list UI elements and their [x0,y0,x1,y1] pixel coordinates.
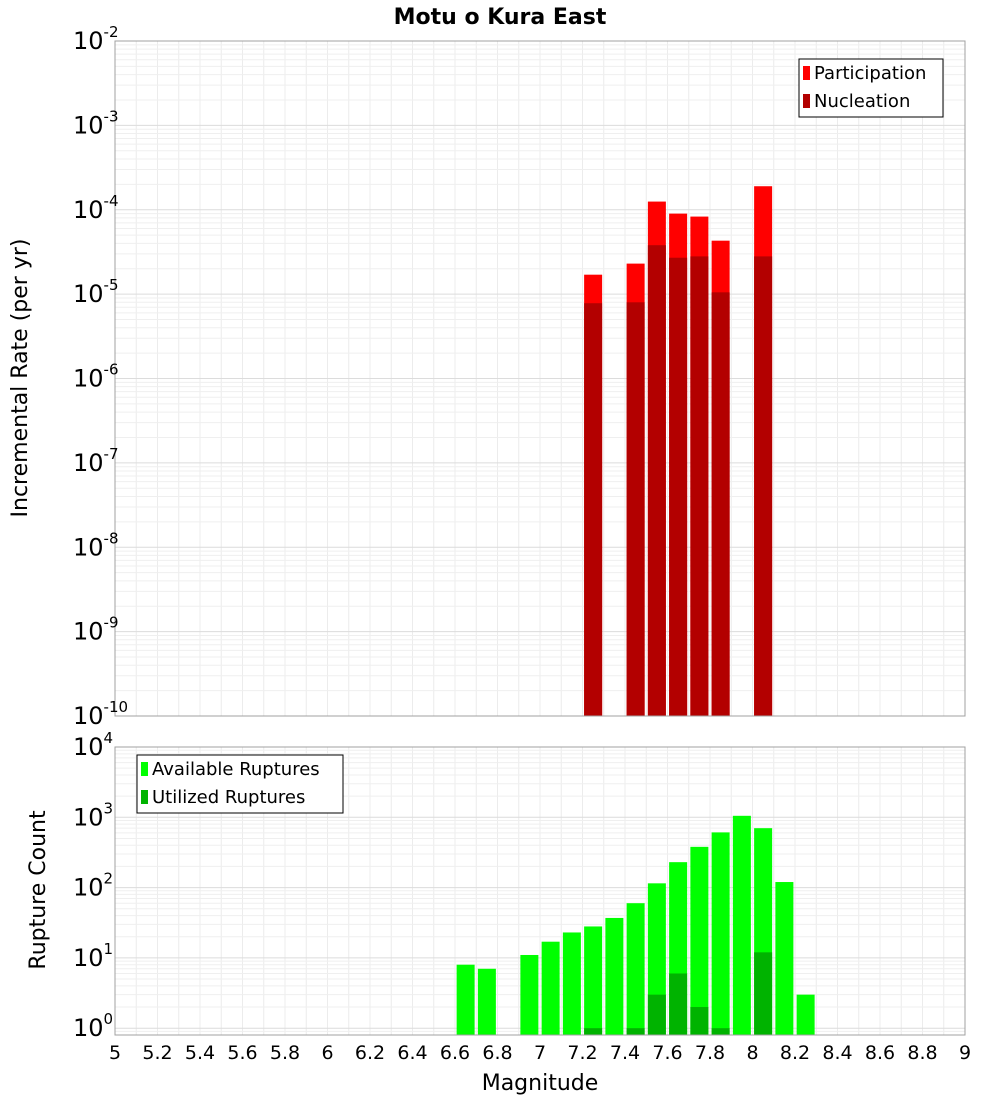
x-tick-label: 8.6 [865,1042,895,1064]
bar-utilized-ruptures [690,1007,709,1035]
count-y-tick-label: 101 [73,940,113,972]
x-tick-label: 7.6 [652,1042,682,1064]
x-tick-label: 5.4 [185,1042,215,1064]
rate-y-tick-label: 10-3 [73,107,119,139]
rate-y-tick-label: 10-5 [73,276,119,308]
chart-title: Motu o Kura East [394,5,607,30]
legend-box [136,754,344,814]
bar-nucleation [690,256,709,716]
rate-y-tick-label: 10-10 [73,698,128,730]
legend-swatch [141,790,148,804]
x-tick-label: 8.2 [780,1042,810,1064]
x-tick-label: 7.4 [610,1042,640,1064]
x-tick-label: 8.8 [907,1042,937,1064]
x-tick-label: 7 [534,1042,546,1064]
bar-nucleation [711,292,730,716]
x-tick-label: 6 [321,1042,333,1064]
x-tick-label: 6.2 [355,1042,385,1064]
rate-plot-frame [114,40,966,717]
bar-available-ruptures [456,964,475,1035]
bar-utilized-ruptures [626,1028,645,1035]
x-tick-label: 7.2 [567,1042,597,1064]
x-tick-label: 7.8 [695,1042,725,1064]
rate-panel: 10-2 10-3 10-4 10-5 10-6 10-7 10-8 10-9 10-10 Par… [73,23,966,730]
bar-available-ruptures [732,815,751,1035]
rate-y-tick-label: 10-2 [73,23,119,55]
legend-swatch [803,66,810,80]
bar-available-ruptures [520,954,539,1035]
legend-label: Participation [814,63,926,84]
bar-available-ruptures [626,903,645,1035]
x-tick-label: 5.6 [227,1042,257,1064]
count-grid [114,746,966,1036]
count-y-tick-label: 104 [73,729,113,761]
rate-legend: Participation Nucleation [798,58,944,118]
x-tick-label: 9 [959,1042,971,1064]
bar-utilized-ruptures [647,994,666,1035]
count-series-1 [584,952,773,1035]
bar-available-ruptures [562,932,581,1035]
legend-swatch [803,94,810,108]
bar-available-ruptures [541,941,560,1035]
bar-nucleation [647,245,666,717]
rate-grid [114,40,966,717]
rate-y-tick-label: 10-6 [73,361,119,393]
bar-available-ruptures [584,926,603,1035]
x-tick-label: 6.6 [440,1042,470,1064]
bar-utilized-ruptures [669,973,688,1035]
rate-y-tick-label: 10-7 [73,445,119,477]
x-tick-label: 5 [109,1042,121,1064]
x-tick-label: 6.8 [482,1042,512,1064]
bar-available-ruptures [796,994,815,1035]
count-plot-frame [114,746,966,1036]
rate-y-tick-label: 10-4 [73,192,119,224]
rate-y-axis-label: Incremental Rate (per yr) [8,239,33,518]
x-tick-label: 8 [746,1042,758,1064]
bar-nucleation [626,302,645,716]
bar-available-ruptures [775,882,794,1035]
bar-nucleation [584,303,603,716]
bar-available-ruptures [477,968,496,1035]
rate-y-tick-label: 10-9 [73,614,119,646]
x-tick-label: 6.4 [397,1042,427,1064]
count-y-axis-label: Rupture Count [26,810,51,970]
count-y-tick-label: 100 [73,1010,113,1042]
rate-y-tick-label: 10-8 [73,529,119,561]
bar-available-ruptures [605,917,624,1035]
bar-nucleation [669,257,688,716]
rate-series-1 [584,245,773,717]
legend-label: Available Ruptures [152,759,320,780]
count-series-0 [456,815,815,1035]
count-y-tick-label: 102 [73,870,113,902]
legend-swatch [141,762,148,776]
x-tick-label: 8.4 [822,1042,852,1064]
x-tick-label: 5.2 [142,1042,172,1064]
magnitude-x-axis-label: Magnitude [482,1071,599,1096]
count-y-tick-label: 103 [73,799,113,831]
bar-utilized-ruptures [711,1028,730,1035]
bar-nucleation [754,256,773,716]
legend-label: Utilized Ruptures [152,787,305,808]
bar-utilized-ruptures [754,952,773,1035]
legend-box [798,58,944,118]
bar-utilized-ruptures [584,1028,603,1035]
count-legend: Available Ruptures Utilized Ruptures [136,754,344,814]
x-tick-label: 5.8 [270,1042,300,1064]
bar-available-ruptures [690,846,709,1035]
bar-available-ruptures [711,832,730,1035]
legend-label: Nucleation [814,91,910,112]
